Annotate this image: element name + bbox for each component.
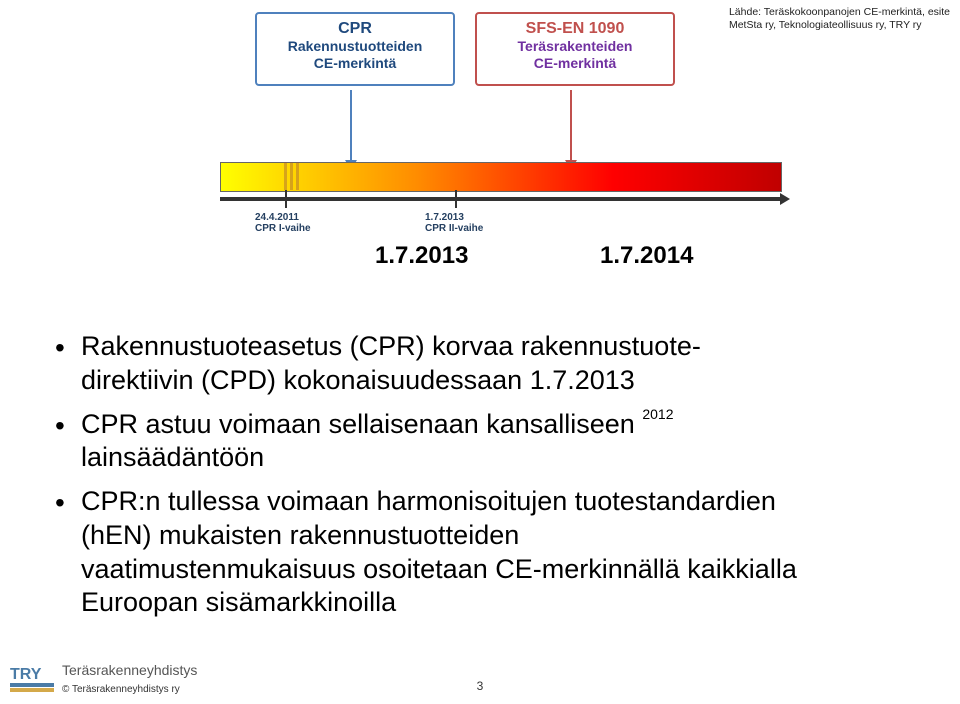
- dash-marks: [284, 162, 302, 190]
- phase-2-text: CPR II-vaihe: [425, 223, 483, 234]
- gradient-bar: [220, 162, 782, 192]
- logo-name: Teräsrakenneyhdistys: [62, 662, 197, 678]
- bullet-1-line-a: Rakennustuoteasetus (CPR) korvaa rakennu…: [81, 331, 701, 361]
- bullet-3-line-b: (hEN) mukaisten rakennustuotteiden: [81, 520, 519, 550]
- phase-1: 24.4.2011 CPR I-vaihe: [255, 212, 311, 234]
- box-sfs-sub1: Teräsrakenteiden: [485, 38, 665, 55]
- phase-2-date: 1.7.2013: [425, 212, 483, 223]
- diagram: CPR Rakennustuotteiden CE-merkintä SFS-E…: [220, 12, 800, 282]
- footer: TRY Teräsrakenneyhdistys © Teräsrakenney…: [10, 663, 197, 695]
- phase-1-date: 24.4.2011: [255, 212, 311, 223]
- tick-1: [285, 190, 287, 208]
- bullet-1: Rakennustuoteasetus (CPR) korvaa rakennu…: [55, 330, 925, 398]
- box-cpr-title: CPR: [265, 20, 445, 38]
- timeline-axis: [220, 197, 780, 201]
- copyright: © Teräsrakenneyhdistys ry: [62, 684, 197, 695]
- bullet-2-line-b: lainsäädäntöön: [81, 442, 264, 472]
- logo: TRY: [10, 663, 56, 695]
- tick-2: [455, 190, 457, 208]
- bullet-3: CPR:n tullessa voimaan harmonisoitujen t…: [55, 485, 925, 620]
- logo-icon: TRY: [10, 663, 56, 695]
- box-cpr: CPR Rakennustuotteiden CE-merkintä: [255, 12, 455, 86]
- big-date-2: 1.7.2014: [600, 242, 693, 270]
- bullet-3-line-c: vaatimustenmukaisuus osoitetaan CE-merki…: [81, 554, 797, 584]
- bullet-2-line-a: CPR astuu voimaan sellaisenaan kansallis…: [81, 409, 635, 439]
- bullet-1-line-b: direktiivin (CPD) kokonaisuudessaan 1.7.…: [81, 365, 635, 395]
- box-cpr-sub2: CE-merkintä: [265, 55, 445, 72]
- phase-2: 1.7.2013 CPR II-vaihe: [425, 212, 483, 234]
- bullet-2: CPR astuu voimaan sellaisenaan kansallis…: [55, 408, 925, 476]
- phase-1-text: CPR I-vaihe: [255, 223, 311, 234]
- arrow-sfs: [570, 90, 572, 160]
- box-sfs-title: SFS-EN 1090: [485, 20, 665, 38]
- box-cpr-sub1: Rakennustuotteiden: [265, 38, 445, 55]
- arrow-cpr: [350, 90, 352, 160]
- logo-name-wrap: Teräsrakenneyhdistys © Teräsrakenneyhdis…: [62, 668, 197, 695]
- bullet-3-line-a: CPR:n tullessa voimaan harmonisoitujen t…: [81, 486, 776, 516]
- svg-text:TRY: TRY: [10, 666, 42, 683]
- big-date-1: 1.7.2013: [375, 242, 468, 270]
- content: Rakennustuoteasetus (CPR) korvaa rakennu…: [55, 330, 925, 630]
- page-number: 3: [477, 679, 484, 693]
- bullet-2-sup: 2012: [642, 406, 673, 422]
- box-sfs: SFS-EN 1090 Teräsrakenteiden CE-merkintä: [475, 12, 675, 86]
- box-sfs-sub2: CE-merkintä: [485, 55, 665, 72]
- bullet-3-line-d: Euroopan sisämarkkinoilla: [81, 587, 396, 617]
